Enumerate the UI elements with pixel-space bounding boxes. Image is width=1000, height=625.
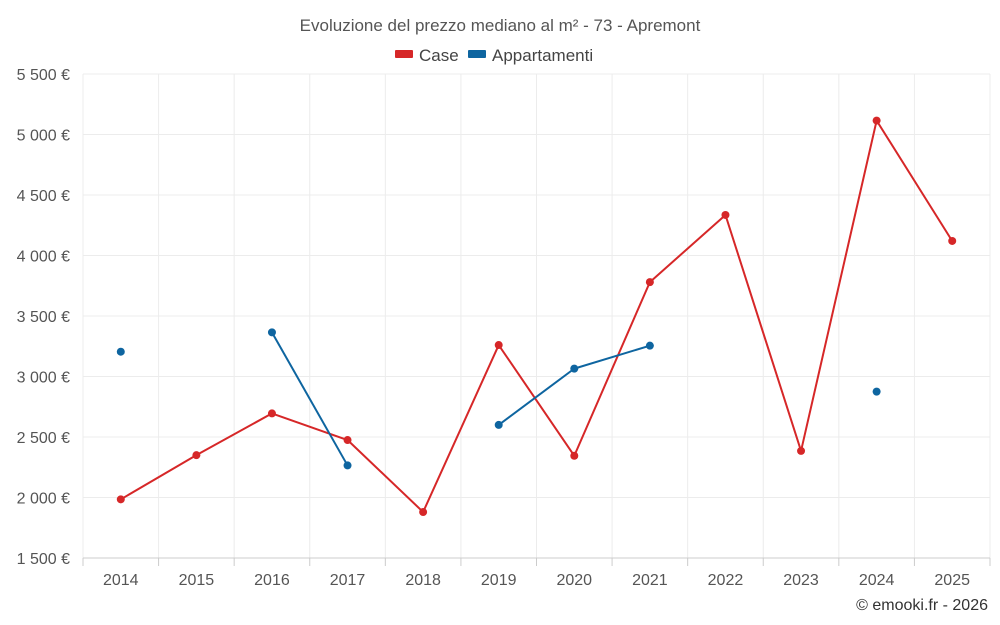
x-tick-label: 2014 — [103, 572, 139, 589]
series-line-appartamenti — [271, 331, 349, 466]
x-tick-label: 2023 — [783, 572, 819, 589]
data-point-case[interactable] — [948, 236, 957, 245]
y-tick-label: 4 500 € — [17, 188, 70, 205]
data-point-appartamenti[interactable] — [872, 387, 881, 396]
series-line-appartamenti — [498, 344, 651, 426]
y-tick-label: 4 000 € — [17, 249, 70, 266]
legend-item-case[interactable]: Case — [395, 46, 459, 65]
y-tick-label: 5 000 € — [17, 128, 70, 145]
data-point-case[interactable] — [570, 451, 579, 460]
x-axis: 2014 2015 2016 2017 2018 2019 2020 2021 2022 2023… — [82, 557, 991, 589]
series-appartamenti — [116, 328, 881, 470]
x-tick-label: 2018 — [405, 572, 441, 589]
x-tick-label: 2019 — [481, 572, 517, 589]
data-point-case[interactable] — [494, 341, 503, 350]
x-tick-label: 2017 — [330, 572, 366, 589]
data-point-case[interactable] — [645, 278, 654, 287]
y-tick-label: 5 500 € — [17, 67, 70, 84]
gridlines — [82, 73, 991, 558]
data-point-case[interactable] — [419, 508, 428, 517]
series-layer — [116, 116, 957, 517]
x-tick-label: 2016 — [254, 572, 290, 589]
y-tick-label: 3 500 € — [17, 309, 70, 326]
credit-text: © emooki.fr - 2026 — [856, 597, 988, 614]
legend-label-case: Case — [419, 46, 459, 65]
series-case — [116, 116, 957, 517]
data-point-case[interactable] — [797, 446, 806, 455]
data-point-appartamenti[interactable] — [267, 328, 276, 337]
y-tick-label: 3 000 € — [17, 370, 70, 387]
y-tick-label: 2 000 € — [17, 491, 70, 508]
data-point-case[interactable] — [721, 210, 730, 219]
data-point-case[interactable] — [116, 495, 125, 504]
legend: Case Appartamenti — [395, 46, 593, 65]
x-tick-label: 2015 — [179, 572, 215, 589]
legend-item-appartamenti[interactable]: Appartamenti — [468, 46, 593, 65]
series-line-case — [120, 119, 954, 514]
data-point-case[interactable] — [872, 116, 881, 125]
data-point-appartamenti[interactable] — [494, 420, 503, 429]
data-point-appartamenti[interactable] — [343, 461, 352, 470]
legend-label-appartamenti: Appartamenti — [492, 46, 593, 65]
legend-swatch-case — [395, 50, 413, 58]
chart-title: Evoluzione del prezzo mediano al m² - 73… — [300, 16, 701, 35]
data-point-appartamenti[interactable] — [570, 364, 579, 373]
y-tick-label: 2 500 € — [17, 430, 70, 447]
x-tick-label: 2021 — [632, 572, 668, 589]
y-axis: 1 500 € 2 000 € 2 500 € 3 000 € 3 500 € 4 000… — [17, 67, 70, 568]
data-point-case[interactable] — [192, 451, 201, 460]
data-point-appartamenti[interactable] — [645, 341, 654, 350]
x-tick-label: 2024 — [859, 572, 895, 589]
legend-swatch-appartamenti — [468, 50, 486, 58]
x-tick-label: 2022 — [708, 572, 744, 589]
x-tick-label: 2025 — [934, 572, 970, 589]
x-tick-label: 2020 — [556, 572, 592, 589]
data-point-appartamenti[interactable] — [116, 347, 125, 356]
y-tick-label: 1 500 € — [17, 551, 70, 568]
data-point-case[interactable] — [343, 436, 352, 445]
data-point-case[interactable] — [267, 409, 276, 418]
